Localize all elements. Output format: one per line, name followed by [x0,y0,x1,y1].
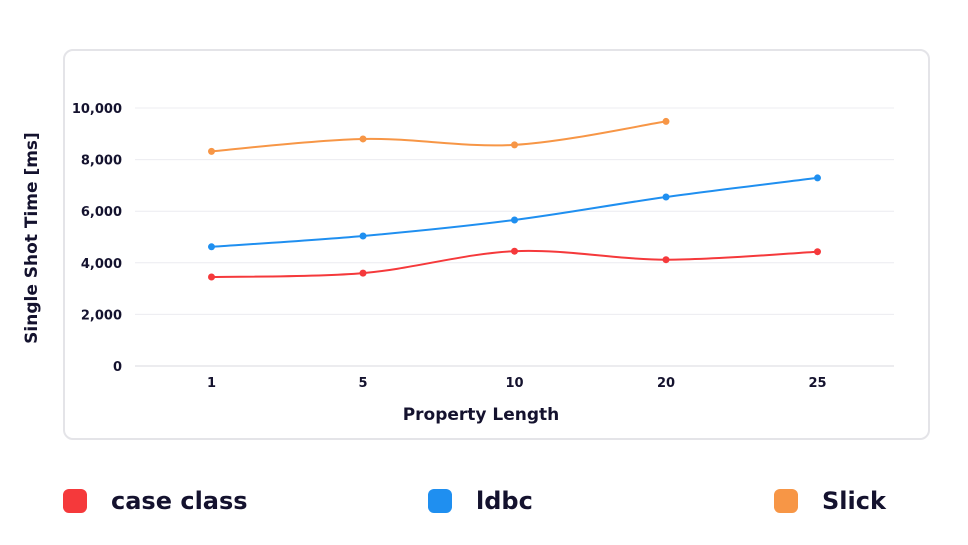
y-tick-label: 0 [113,360,122,375]
legend-item-slick: Slick [774,478,886,524]
data-point-case-class [511,247,518,255]
data-point-ldbc [511,216,518,224]
data-point-case-class [208,273,215,281]
y-axis-label: Single Shot Time [ms] [22,132,42,344]
series-line-slick [211,120,667,153]
series-case-class [208,247,821,281]
legend-label-slick: Slick [822,487,886,515]
data-point-case-class [814,248,821,256]
data-point-case-class [359,269,367,277]
legend-swatch-case-class [63,489,87,513]
legend-item-case-class: case class [63,478,248,524]
y-axis-ticks: 0 2,000 4,000 6,000 8,000 10,000 [72,102,122,375]
data-point-slick [662,117,670,125]
x-tick-label: 25 [808,376,826,391]
x-tick-label: 1 [207,376,216,391]
data-point-slick [511,141,518,149]
x-tick-label: 10 [505,376,523,391]
legend-label-case-class: case class [111,487,248,515]
series-line-ldbc [211,176,818,248]
legend-swatch-ldbc [428,489,452,513]
data-point-ldbc [662,193,670,201]
data-point-case-class [662,256,670,264]
chart-card [63,49,930,440]
legend-label-ldbc: ldbc [476,487,533,515]
legend-swatch-slick [774,489,798,513]
y-tick-label: 2,000 [81,308,122,323]
series-slick [208,117,670,155]
legend-item-ldbc: ldbc [428,478,533,524]
data-point-ldbc [814,174,821,182]
x-tick-label: 20 [657,376,675,391]
series-line-case-class [211,249,818,278]
chart-legend: case class ldbc Slick [0,478,968,524]
x-axis-ticks: 1 5 10 20 25 [207,376,827,391]
data-point-slick [208,147,215,155]
y-tick-label: 4,000 [81,257,122,272]
data-point-ldbc [359,232,367,240]
x-tick-label: 5 [358,376,367,391]
y-tick-label: 10,000 [72,102,122,117]
series-lines [208,117,821,281]
data-point-ldbc [208,243,215,251]
y-tick-label: 8,000 [81,154,122,169]
grid-lines [135,107,894,367]
y-tick-label: 6,000 [81,205,122,220]
data-point-slick [359,135,367,143]
series-ldbc [208,174,821,251]
x-axis-label: Property Length [403,405,560,425]
